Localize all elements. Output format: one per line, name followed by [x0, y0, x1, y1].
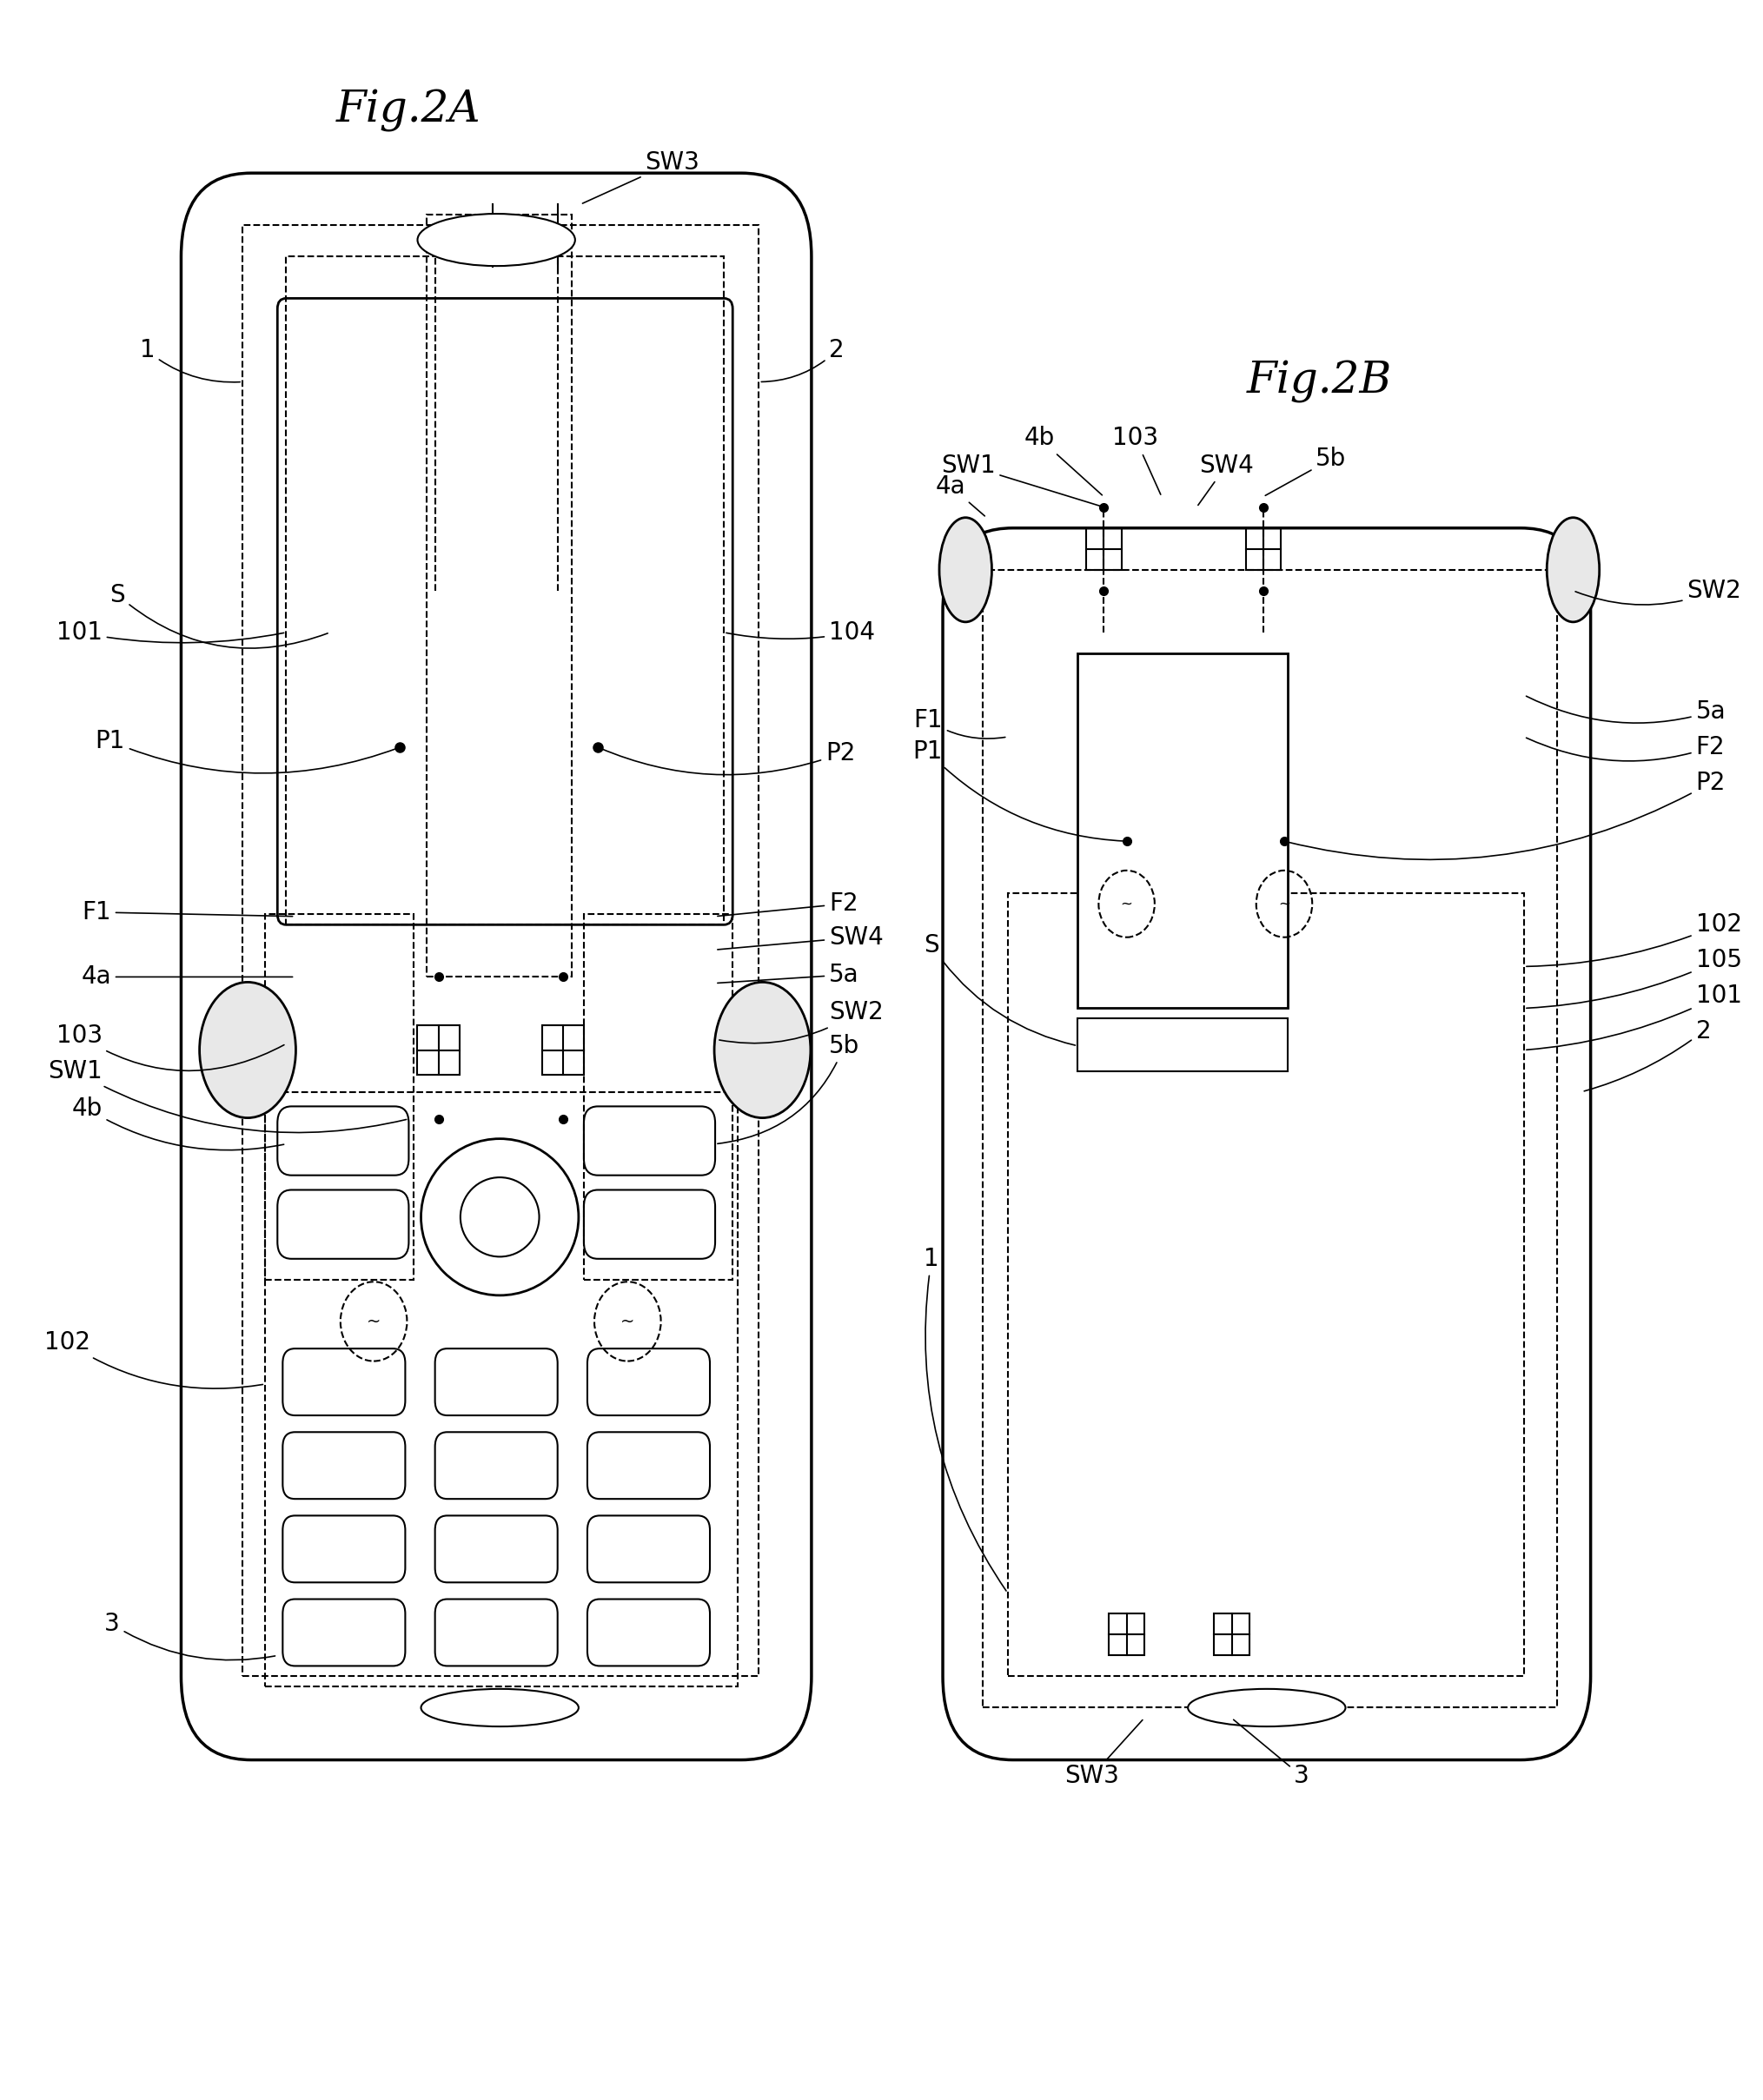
Text: F1: F1 [913, 708, 1005, 739]
Text: ~: ~ [621, 1312, 635, 1329]
Bar [1246, 527, 1280, 569]
Text: ~: ~ [1121, 897, 1132, 911]
Text: S: S [109, 582, 328, 649]
Text: SW4: SW4 [718, 926, 883, 949]
Text: 1: 1 [139, 338, 240, 382]
Bar [264, 913, 414, 1279]
Text: 5a: 5a [718, 962, 859, 987]
Bar [1077, 1018, 1287, 1071]
Ellipse shape [460, 1178, 539, 1256]
Ellipse shape [714, 983, 811, 1117]
Text: Fig.2A: Fig.2A [337, 88, 481, 132]
Text: ~: ~ [1278, 897, 1291, 911]
Bar [1077, 653, 1287, 1008]
Text: SW1: SW1 [941, 454, 1102, 506]
Text: SW2: SW2 [719, 1000, 883, 1044]
Text: 4a: 4a [81, 964, 293, 989]
Text: 4b: 4b [1024, 426, 1102, 496]
Text: SW3: SW3 [582, 151, 700, 204]
Bar [286, 256, 725, 924]
Text: ~: ~ [367, 1312, 381, 1329]
Ellipse shape [1546, 517, 1599, 622]
Bar [1008, 892, 1523, 1676]
Text: SW2: SW2 [1576, 578, 1742, 605]
Bar [1086, 527, 1121, 569]
Ellipse shape [421, 1688, 578, 1726]
Text: 103: 103 [56, 1023, 284, 1071]
Text: 5b: 5b [718, 1033, 860, 1144]
Bar [264, 1092, 739, 1686]
Text: SW4: SW4 [1199, 454, 1253, 506]
Text: 101: 101 [1527, 983, 1742, 1050]
Text: Fig.2B: Fig.2B [1246, 361, 1393, 403]
Text: 4b: 4b [72, 1096, 284, 1151]
Bar [427, 214, 571, 977]
Text: 102: 102 [1527, 913, 1742, 966]
Bar [541, 1025, 584, 1075]
Text: P1: P1 [95, 729, 398, 773]
Bar [418, 1025, 460, 1075]
Text: 1: 1 [924, 1247, 1007, 1592]
Ellipse shape [421, 1138, 578, 1296]
Text: P2: P2 [1287, 771, 1726, 859]
Text: 4a: 4a [936, 475, 986, 517]
Ellipse shape [418, 214, 575, 267]
Bar [984, 569, 1557, 1707]
Text: SW3: SW3 [1065, 1720, 1142, 1789]
FancyBboxPatch shape [182, 172, 811, 1760]
Ellipse shape [199, 983, 296, 1117]
Text: S: S [924, 932, 1075, 1046]
Ellipse shape [940, 517, 993, 622]
Bar [1109, 1613, 1144, 1655]
Text: 102: 102 [44, 1329, 263, 1388]
Bar [1215, 1613, 1250, 1655]
Text: F2: F2 [1527, 735, 1724, 760]
Text: 103: 103 [1112, 426, 1160, 493]
Text: 105: 105 [1527, 947, 1742, 1008]
FancyBboxPatch shape [943, 527, 1590, 1760]
Text: SW1: SW1 [48, 1058, 407, 1132]
Bar [584, 913, 733, 1279]
Text: 101: 101 [56, 620, 284, 645]
Text: 5a: 5a [1527, 695, 1726, 724]
Text: 5b: 5b [1266, 447, 1347, 496]
Text: 3: 3 [1234, 1720, 1310, 1789]
Ellipse shape [1188, 1688, 1345, 1726]
Text: P2: P2 [599, 741, 855, 775]
Bar [242, 225, 758, 1676]
Text: 104: 104 [726, 620, 874, 645]
Text: 2: 2 [762, 338, 844, 382]
Text: 3: 3 [104, 1613, 275, 1661]
Text: P1: P1 [913, 739, 1125, 842]
Text: F1: F1 [81, 901, 293, 924]
Text: F2: F2 [718, 892, 859, 916]
Text: 2: 2 [1585, 1018, 1712, 1092]
FancyBboxPatch shape [277, 298, 733, 924]
